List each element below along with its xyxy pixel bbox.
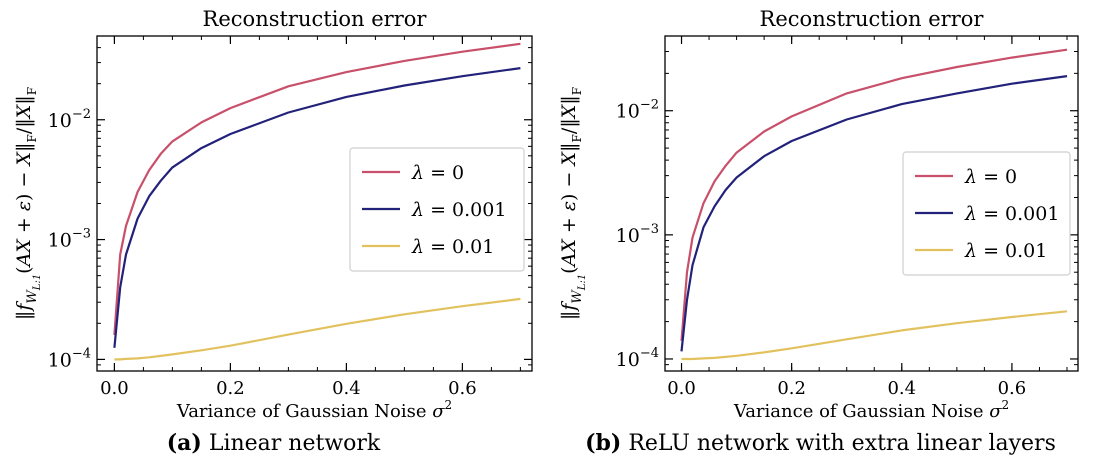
y-tick-label: 10−3 (616, 222, 659, 247)
legend: λ = 0 λ = 0.001 λ = 0.01 (349, 147, 525, 272)
series-line-2 (114, 297, 521, 361)
x-tick-label: 0.0 (100, 378, 129, 399)
x-tick-label: 0.2 (777, 378, 806, 399)
legend-label-1: λ = 0.001 (964, 203, 1059, 225)
y-axis-label: ‖fWL:1(AX + ε) − X‖F/‖X‖F (558, 87, 588, 320)
x-tick-label: 0.4 (332, 378, 361, 399)
y-tick-label: 10−4 (48, 346, 91, 371)
series-line-2 (681, 310, 1068, 361)
series-line-1 (113, 67, 521, 348)
chart-title: Reconstruction error (760, 7, 985, 31)
caption-b-text: ReLU network with extra linear layers (628, 431, 1056, 456)
series-line-0 (113, 42, 521, 335)
x-axis-label: Variance of Gaussian Noise σ2 (176, 398, 452, 420)
y-tick-label: 10−3 (48, 227, 91, 252)
legend-label-0: λ = 0 (964, 166, 1017, 188)
caption-a: (a) Linear network (0, 430, 547, 456)
y-tick-label: 10−4 (616, 346, 659, 371)
caption-a-text: Linear network (208, 431, 381, 456)
chart-a: Reconstruction error 10−4 10−3 10−2 0.0 0.2 0.… (13, 7, 533, 420)
legend-box (902, 151, 1071, 276)
x-axis-label: Variance of Gaussian Noise σ2 (733, 398, 1009, 420)
chart-title: Reconstruction error (203, 7, 428, 31)
plot-frame (96, 35, 533, 372)
legend-label-2: λ = 0.01 (411, 236, 494, 258)
plot-frame (664, 35, 1079, 372)
y-axis-label: ‖fWL:1(AX + ε) − X‖F/‖X‖F (13, 87, 43, 320)
legend-label-2: λ = 0.01 (964, 240, 1047, 262)
x-tick-label: 0.6 (448, 378, 477, 399)
legend-box (349, 147, 525, 272)
legend: λ = 0 λ = 0.001 λ = 0.01 (902, 151, 1071, 276)
series-line-0 (680, 48, 1068, 341)
chart-b: Reconstruction error 10−4 10−3 10−2 0.0 0.2 0.… (558, 7, 1079, 420)
x-tick-label: 0.2 (216, 378, 245, 399)
y-tick-label: 10−2 (616, 98, 659, 123)
caption-b-tag: (b) (585, 430, 622, 456)
caption-a-tag: (a) (166, 430, 202, 456)
caption-b: (b) ReLU network with extra linear layer… (547, 430, 1094, 456)
y-tick-label: 10−2 (48, 107, 91, 132)
panel-a: Reconstruction error 10−4 10−3 10−2 0.0 0.2 0.… (0, 0, 547, 420)
x-tick-label: 0.6 (998, 378, 1027, 399)
series-line-1 (680, 75, 1068, 352)
legend-label-0: λ = 0 (411, 162, 464, 184)
x-tick-label: 0.0 (667, 378, 696, 399)
x-tick-label: 0.4 (887, 378, 916, 399)
panel-b: Reconstruction error 10−4 10−3 10−2 0.0 0.2 0.… (547, 0, 1094, 420)
legend-label-1: λ = 0.001 (411, 199, 506, 221)
